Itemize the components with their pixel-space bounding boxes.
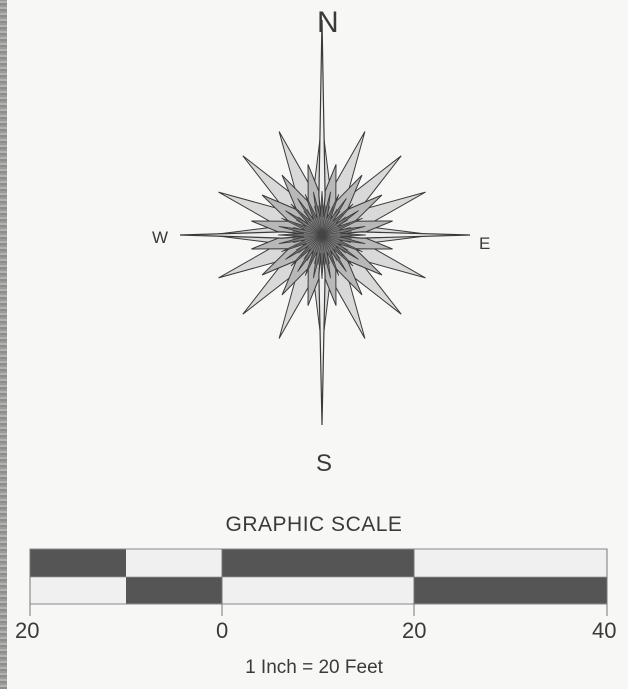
rose-spoke: [306, 234, 323, 262]
rose-spoke: [321, 223, 350, 236]
scale-segment: [126, 549, 222, 577]
scale-tick-label: 20: [15, 618, 40, 643]
rose-spoke: [321, 208, 338, 236]
rose-spoke: [292, 234, 323, 240]
scale-segment: [222, 549, 414, 577]
rose-spoke: [313, 234, 323, 265]
scale-tick-label: 0: [216, 618, 229, 643]
rose-spoke: [303, 234, 323, 259]
rose-center: [318, 231, 326, 239]
rose-spoke: [317, 234, 323, 265]
north-label: N: [317, 6, 339, 39]
scale-title: GRAPHIC SCALE: [225, 513, 403, 536]
rose-spoke: [321, 213, 344, 236]
scale-segment: [126, 577, 222, 604]
rose-spoke: [295, 219, 323, 236]
south-label: S: [316, 450, 333, 477]
rose-spoke: [298, 216, 323, 236]
rose-spoke: [313, 205, 323, 236]
rose-cardinal-point: [318, 19, 326, 236]
rose-spoke: [321, 234, 341, 259]
rose-spoke: [321, 234, 334, 263]
rose-spoke: [321, 234, 350, 247]
rose-spoke: [321, 234, 331, 265]
rose-spoke: [310, 207, 323, 236]
rose-spoke: [321, 234, 352, 240]
rose-spoke: [321, 205, 327, 236]
scale-segment: [30, 549, 126, 577]
scale-segment: [30, 577, 126, 604]
rose-spoke: [306, 208, 323, 236]
rose-spoke: [321, 216, 346, 236]
rose-spoke: [321, 205, 331, 236]
rose-spoke: [321, 226, 352, 236]
scale-tick-label: 20: [402, 618, 427, 643]
rose-spoke: [295, 234, 323, 251]
scanned-page-edge: [0, 0, 7, 689]
scale-segment: [222, 577, 414, 604]
rose-spoke: [294, 223, 323, 236]
rose-cardinal-point: [318, 234, 326, 426]
rose-spoke: [321, 234, 346, 254]
rose-spoke: [321, 219, 349, 236]
west-label: W: [152, 228, 169, 247]
rose-spoke: [321, 211, 341, 236]
rose-spoke: [321, 230, 352, 236]
rose-cardinal-point: [179, 231, 323, 239]
rose-spoke: [303, 211, 323, 236]
rose-spoke: [321, 234, 349, 251]
rose-spoke: [300, 234, 323, 257]
rose-spoke: [321, 234, 344, 257]
rose-cardinal-point: [321, 231, 471, 239]
rose-spoke: [321, 207, 334, 236]
scale-tick-label: 40: [592, 618, 617, 643]
rose-spoke: [300, 213, 323, 236]
rose-spoke: [298, 234, 323, 254]
rose-spoke: [321, 234, 327, 265]
rose-spoke: [294, 234, 323, 247]
rose-spoke: [292, 234, 323, 244]
rose-spoke: [317, 205, 323, 236]
compass-rose: [179, 19, 471, 426]
scale-segment: [414, 549, 607, 577]
rose-spoke: [292, 230, 323, 236]
scale-ratio-text: 1 Inch = 20 Feet: [245, 657, 383, 678]
rose-spoke: [321, 234, 352, 244]
scale-segment: [414, 577, 607, 604]
rose-spoke: [310, 234, 323, 263]
rose-spoke: [321, 234, 338, 262]
scale-segments: [30, 549, 607, 604]
east-label: E: [479, 234, 491, 253]
rose-spoke: [292, 226, 323, 236]
